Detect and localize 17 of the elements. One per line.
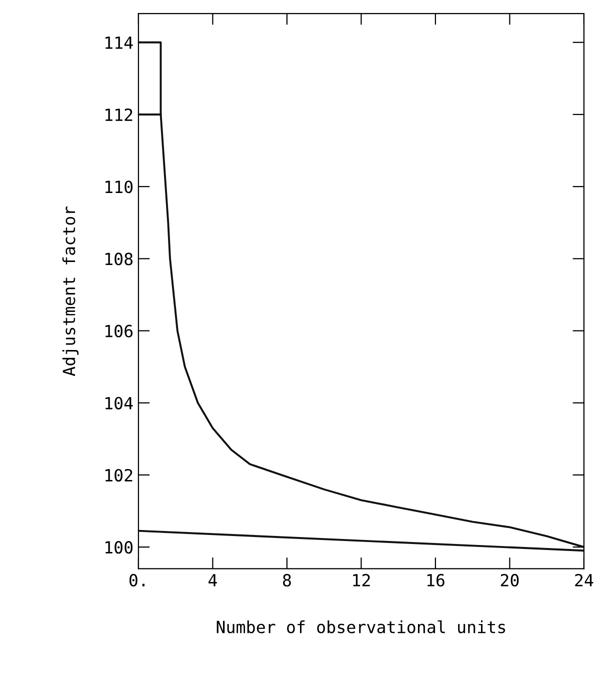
x-tick-label: 4 [208,574,217,586]
y-tick-label: 102 [106,468,132,482]
x-tick-label: 0. [130,574,144,587]
y-tick-label: 112 [106,108,132,121]
x-tick-label: 16 [427,574,444,587]
x-tick-label: 24 [575,574,594,586]
x-tick-label: 8 [283,574,291,587]
y-axis-title: Adjustment factor [62,206,78,376]
x-tick-label: 20 [500,574,519,587]
y-tick-label: 110 [106,180,133,194]
y-tick-label: 104 [106,396,133,410]
y-tick-label: 106 [106,324,133,338]
x-tick-label: 12 [353,574,370,586]
y-tick-label: 100 [106,541,133,554]
y-tick-label: 108 [106,252,133,266]
y-tick-label: 114 [106,36,133,49]
x-axis-title: Number of observational units [216,620,506,634]
